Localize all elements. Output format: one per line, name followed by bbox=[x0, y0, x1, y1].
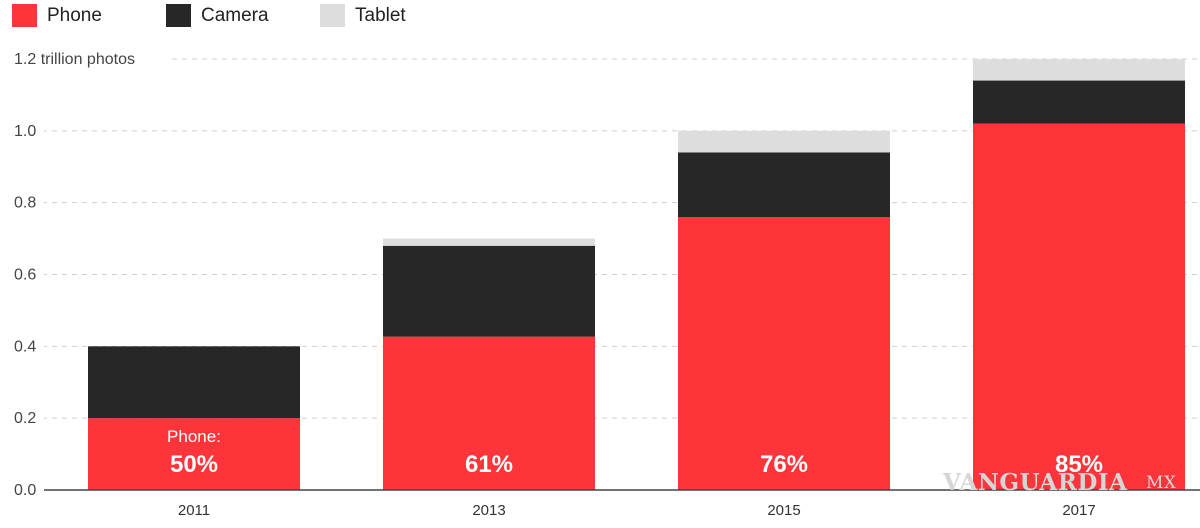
x-axis-labels: 2011 2013 2015 2017 bbox=[178, 502, 1096, 519]
y-tick-label-bg bbox=[8, 47, 168, 67]
phone-share-label: 50% bbox=[170, 451, 218, 478]
y-tick-label: 0.2 bbox=[14, 410, 36, 427]
bar-segment-phone-2017 bbox=[973, 123, 1185, 491]
y-tick-label: 0.0 bbox=[14, 482, 36, 499]
legend-swatch-camera bbox=[166, 4, 191, 27]
bar-segment-phone-2015 bbox=[678, 217, 890, 491]
bar-segment-phone-2013 bbox=[383, 336, 595, 490]
bar-segment-camera-2013 bbox=[383, 245, 595, 337]
legend-label-phone: Phone bbox=[47, 5, 102, 26]
y-tick-label-bg bbox=[8, 406, 44, 427]
y-tick-label-bg bbox=[8, 118, 44, 139]
phone-share-label: 76% bbox=[760, 451, 808, 478]
x-tick-label: 2013 bbox=[472, 502, 505, 519]
phone-share-label: 61% bbox=[465, 451, 513, 478]
watermark-text: VANGUARDIA bbox=[942, 469, 1128, 496]
legend-swatch-tablet bbox=[320, 4, 345, 27]
x-tick-label: 2017 bbox=[1062, 502, 1095, 519]
y-tick-label: 1.2 trillion photos bbox=[14, 51, 135, 68]
y-tick-label: 0.4 bbox=[14, 338, 36, 355]
bar-segment-camera-2015 bbox=[678, 152, 890, 218]
x-tick-label: 2011 bbox=[178, 502, 210, 519]
phone-share-label: 85% bbox=[1055, 451, 1103, 478]
y-tick-label: 0.6 bbox=[14, 267, 36, 284]
bar-segment-tablet-2015 bbox=[678, 130, 890, 153]
phone-prefix-label: Phone: bbox=[167, 427, 221, 446]
bar-segment-camera-2017 bbox=[973, 80, 1185, 124]
y-tick-label-bg bbox=[8, 334, 44, 355]
bar-segment-tablet-2013 bbox=[383, 238, 595, 246]
y-tick-label-bg bbox=[8, 190, 44, 211]
bar-segment-phone-2011 bbox=[88, 418, 300, 490]
legend-label-tablet: Tablet bbox=[355, 5, 406, 26]
y-tick-label-bg bbox=[8, 262, 44, 283]
x-tick-label: 2015 bbox=[767, 502, 800, 519]
watermark: VANGUARDIA MX bbox=[942, 469, 1177, 496]
y-tick-label-bg bbox=[8, 478, 44, 498]
watermark-suffix: MX bbox=[1146, 473, 1177, 493]
legend-label-camera: Camera bbox=[201, 5, 269, 26]
bar-segment-tablet-2017 bbox=[973, 59, 1185, 81]
bars: Phone: 50% 61% 76% 85% bbox=[88, 59, 1185, 491]
y-tick-label: 1.0 bbox=[14, 123, 36, 140]
y-tick-label: 0.8 bbox=[14, 195, 36, 212]
legend-swatch-phone bbox=[12, 4, 37, 27]
y-axis-labels: 0.0 0.2 0.4 0.6 0.8 1.0 1.2 trillion photos bbox=[8, 47, 168, 499]
bar-segment-camera-2011 bbox=[88, 346, 300, 419]
legend: Phone Camera Tablet bbox=[12, 4, 406, 27]
